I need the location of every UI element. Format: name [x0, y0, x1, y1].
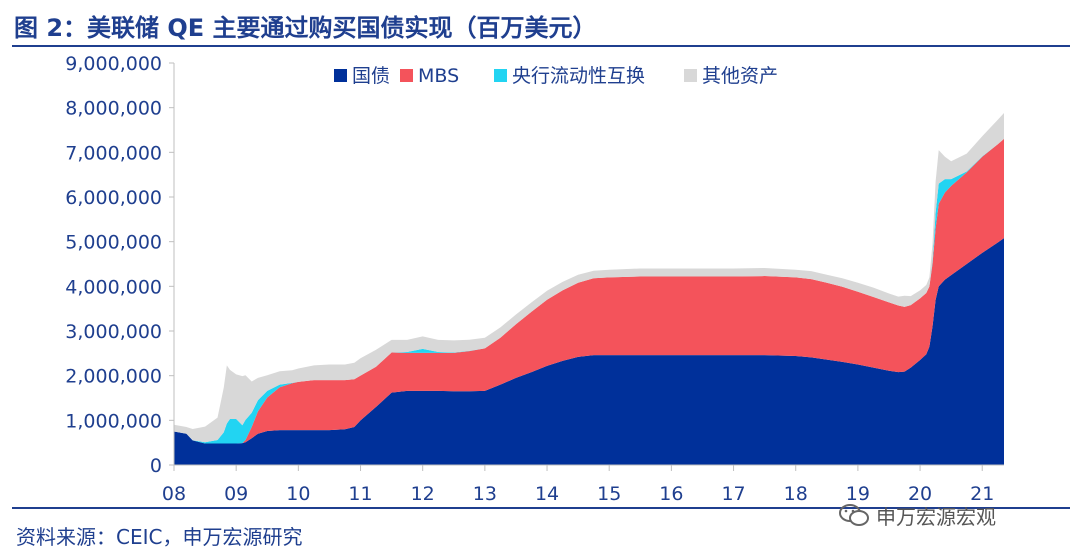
x-tick-label: 17 [721, 483, 745, 505]
stacked-areas [174, 113, 1004, 465]
y-tick-label: 8,000,000 [65, 98, 162, 120]
watermark-text: 申万宏源宏观 [876, 504, 996, 529]
x-tick-label: 20 [908, 483, 932, 505]
legend-swatch [684, 69, 697, 82]
y-tick-label: 6,000,000 [65, 187, 162, 209]
source-note: 资料来源：CEIC，申万宏源研究 [16, 525, 303, 549]
y-tick-label: 7,000,000 [65, 142, 162, 164]
x-tick-label: 11 [348, 483, 372, 505]
y-tick-label: 9,000,000 [65, 53, 162, 75]
y-tick-label: 0 [150, 455, 162, 477]
y-tick-label: 5,000,000 [65, 232, 162, 254]
x-tick-label: 09 [224, 483, 248, 505]
y-tick-label: 2,000,000 [65, 366, 162, 388]
watermark: 申万宏源宏观 [838, 500, 996, 530]
x-tick-label: 16 [659, 483, 683, 505]
y-tick-label: 3,000,000 [65, 321, 162, 343]
x-tick-label: 12 [411, 483, 435, 505]
legend: 国债 MBS 央行流动性互换 其他资产 [334, 65, 778, 87]
y-tick-label: 1,000,000 [65, 410, 162, 432]
axes: 0 1,000,000 2,000,000 3,000,000 4,000,000 5,0… [65, 53, 1004, 505]
area-series-2 [174, 138, 1004, 444]
x-tick-label: 19 [846, 483, 870, 505]
legend-label: MBS [418, 65, 459, 87]
title-rule [12, 45, 1070, 47]
x-tick-label: 13 [473, 483, 497, 505]
x-tick-label: 21 [970, 483, 994, 505]
y-tick-label: 4,000,000 [65, 276, 162, 298]
footer-rule [12, 507, 1070, 509]
wechat-icon [839, 504, 869, 526]
area-series-3 [174, 113, 1004, 443]
legend-label: 其他资产 [702, 65, 778, 87]
legend-swatch [334, 69, 347, 82]
x-tick-label: 18 [784, 483, 808, 505]
chart-area: 0 1,000,000 2,000,000 3,000,000 4,000,000 5,0… [65, 53, 1004, 505]
x-tick-label: 10 [286, 483, 310, 505]
area-series-1 [174, 138, 1004, 444]
x-tick-label: 08 [162, 483, 186, 505]
legend-label: 央行流动性互换 [512, 65, 645, 87]
chart-title: 图 2：美联储 QE 主要通过购买国债实现（百万美元） [14, 14, 597, 42]
legend-swatch [400, 69, 413, 82]
legend-label: 国债 [352, 65, 390, 87]
legend-swatch [494, 69, 507, 82]
x-tick-label: 14 [535, 483, 559, 505]
x-tick-label: 15 [597, 483, 621, 505]
area-series-0 [174, 238, 1004, 465]
